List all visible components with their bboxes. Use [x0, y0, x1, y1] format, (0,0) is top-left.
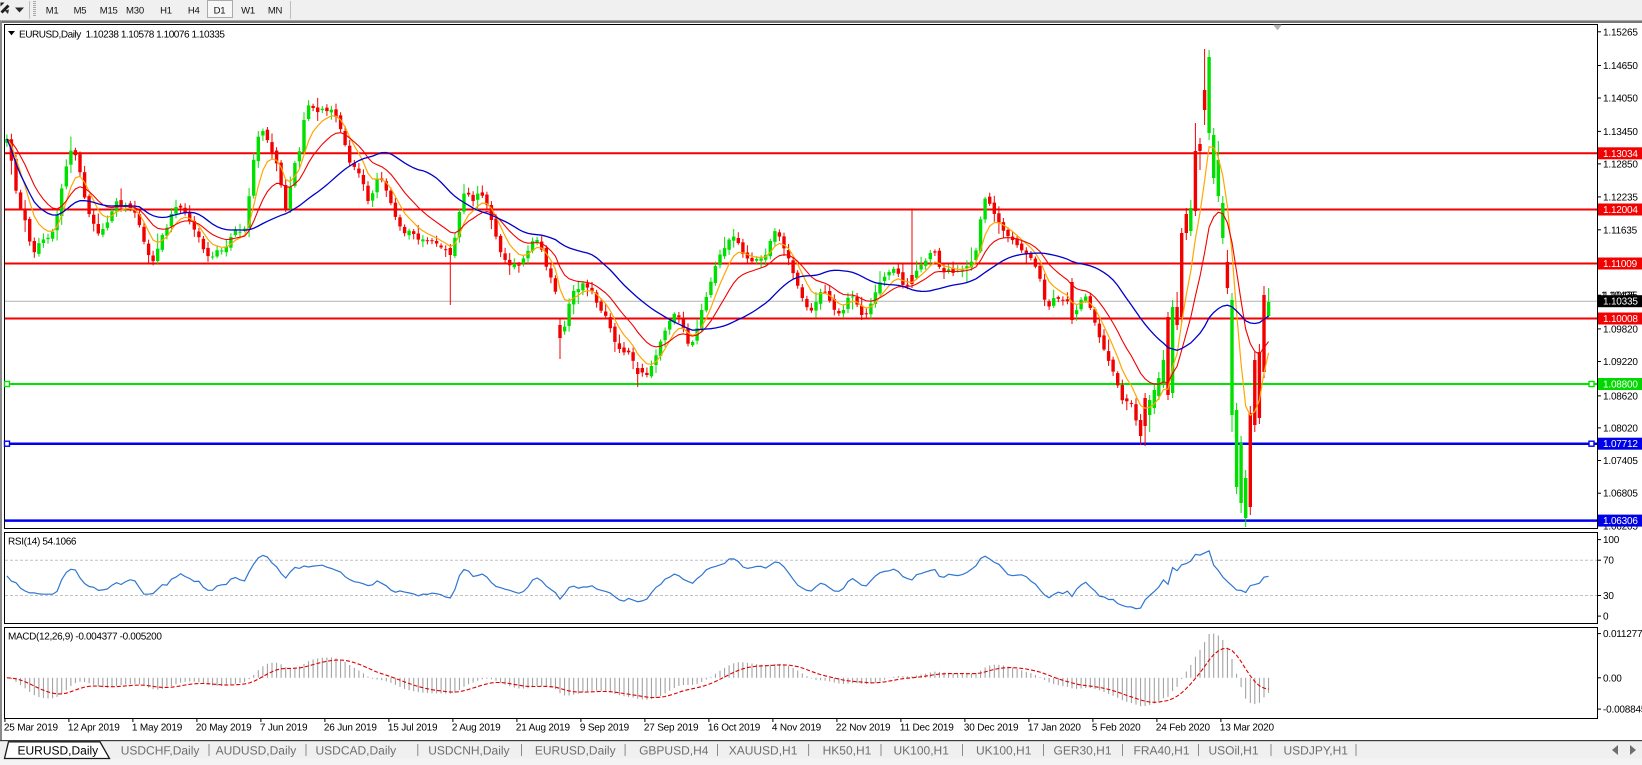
svg-text:-0.008845: -0.008845 — [1603, 705, 1642, 716]
svg-text:1.06205: 1.06205 — [1603, 521, 1638, 532]
svg-text:25 Mar 2019: 25 Mar 2019 — [4, 723, 59, 734]
svg-text:26 Jun 2019: 26 Jun 2019 — [324, 723, 377, 734]
svg-text:20 May 2019: 20 May 2019 — [196, 723, 252, 734]
svg-text:0.00: 0.00 — [1603, 673, 1622, 684]
svg-text:UK100,H1: UK100,H1 — [976, 744, 1032, 758]
svg-text:1.06306: 1.06306 — [1603, 516, 1638, 527]
svg-text:USDJPY,H1: USDJPY,H1 — [1284, 744, 1349, 758]
svg-text:M15: M15 — [100, 6, 118, 17]
svg-text:1.08020: 1.08020 — [1603, 423, 1638, 434]
svg-text:30: 30 — [1603, 591, 1614, 602]
svg-text:XAUUSD,H1: XAUUSD,H1 — [729, 744, 798, 758]
svg-text:21 Aug 2019: 21 Aug 2019 — [516, 723, 571, 734]
svg-text:16 Oct 2019: 16 Oct 2019 — [708, 723, 761, 734]
svg-text:EURUSD,Daily 1.10238 1.10578: EURUSD,Daily 1.10238 1.10578 1.10076 1.1… — [19, 30, 225, 41]
svg-text:1.06805: 1.06805 — [1603, 489, 1638, 500]
svg-text:13 Mar 2020: 13 Mar 2020 — [1220, 723, 1275, 734]
svg-text:GBPUSD,H4: GBPUSD,H4 — [639, 744, 709, 758]
svg-text:27 Sep 2019: 27 Sep 2019 — [644, 723, 699, 734]
svg-text:1.08800: 1.08800 — [1603, 380, 1638, 391]
svg-text:1.14050: 1.14050 — [1603, 94, 1638, 105]
svg-text:1.10008: 1.10008 — [1603, 314, 1638, 325]
svg-text:EURUSD,Daily: EURUSD,Daily — [535, 744, 616, 758]
svg-text:17 Jan 2020: 17 Jan 2020 — [1028, 723, 1081, 734]
svg-text:100: 100 — [1603, 535, 1620, 546]
svg-text:MN: MN — [268, 6, 283, 17]
svg-text:EURUSD,Daily: EURUSD,Daily — [18, 744, 99, 758]
svg-text:RSI(14) 54.1066: RSI(14) 54.1066 — [8, 537, 77, 548]
svg-text:1.13034: 1.13034 — [1603, 149, 1638, 160]
svg-text:1.10335: 1.10335 — [1603, 297, 1638, 308]
svg-text:1.12235: 1.12235 — [1603, 192, 1638, 203]
svg-text:1.12004: 1.12004 — [1603, 205, 1638, 216]
svg-text:UK100,H1: UK100,H1 — [894, 744, 950, 758]
svg-text:2 Aug 2019: 2 Aug 2019 — [452, 723, 501, 734]
svg-text:FRA40,H1: FRA40,H1 — [1134, 744, 1190, 758]
svg-text:H1: H1 — [160, 6, 172, 17]
svg-text:1.09820: 1.09820 — [1603, 324, 1638, 335]
svg-text:HK50,H1: HK50,H1 — [823, 744, 872, 758]
svg-text:D1: D1 — [214, 6, 226, 17]
svg-text:15 Jul 2019: 15 Jul 2019 — [388, 723, 438, 734]
svg-text:12 Apr 2019: 12 Apr 2019 — [68, 723, 120, 734]
svg-text:11 Dec 2019: 11 Dec 2019 — [900, 723, 954, 734]
svg-text:USOil,H1: USOil,H1 — [1209, 744, 1259, 758]
svg-text:0: 0 — [1603, 612, 1609, 623]
svg-text:M30: M30 — [126, 6, 144, 17]
svg-text:22 Nov 2019: 22 Nov 2019 — [836, 723, 891, 734]
svg-text:MACD(12,26,9) -0.004377 -0.005: MACD(12,26,9) -0.004377 -0.005200 — [8, 632, 162, 643]
svg-text:M5: M5 — [74, 6, 87, 17]
svg-text:1.13450: 1.13450 — [1603, 127, 1638, 138]
svg-text:1.07712: 1.07712 — [1603, 439, 1638, 450]
svg-text:1.12850: 1.12850 — [1603, 159, 1638, 170]
svg-text:GER30,H1: GER30,H1 — [1054, 744, 1112, 758]
svg-text:H4: H4 — [188, 6, 200, 17]
svg-text:1.08620: 1.08620 — [1603, 391, 1638, 402]
svg-text:1.11635: 1.11635 — [1603, 225, 1638, 236]
svg-text:0.011277: 0.011277 — [1603, 629, 1642, 640]
svg-text:USDCHF,Daily: USDCHF,Daily — [121, 744, 200, 758]
svg-text:1.15265: 1.15265 — [1603, 27, 1638, 38]
svg-text:USDCAD,Daily: USDCAD,Daily — [316, 744, 397, 758]
svg-text:5 Feb 2020: 5 Feb 2020 — [1092, 723, 1141, 734]
svg-text:1.14650: 1.14650 — [1603, 61, 1638, 72]
svg-text:1.11009: 1.11009 — [1603, 259, 1638, 270]
svg-text:1.09220: 1.09220 — [1603, 357, 1638, 368]
svg-text:USDCNH,Daily: USDCNH,Daily — [428, 744, 509, 758]
svg-text:7 Jun 2019: 7 Jun 2019 — [260, 723, 308, 734]
svg-text:70: 70 — [1603, 556, 1614, 567]
svg-text:1.07405: 1.07405 — [1603, 456, 1638, 467]
svg-text:30 Dec 2019: 30 Dec 2019 — [964, 723, 1019, 734]
svg-text:4 Nov 2019: 4 Nov 2019 — [772, 723, 822, 734]
svg-text:24 Feb 2020: 24 Feb 2020 — [1156, 723, 1211, 734]
svg-text:W1: W1 — [241, 6, 255, 17]
svg-text:M1: M1 — [46, 6, 59, 17]
svg-text:9 Sep 2019: 9 Sep 2019 — [580, 723, 630, 734]
svg-text:1 May 2019: 1 May 2019 — [132, 723, 183, 734]
svg-text:AUDUSD,Daily: AUDUSD,Daily — [216, 744, 297, 758]
